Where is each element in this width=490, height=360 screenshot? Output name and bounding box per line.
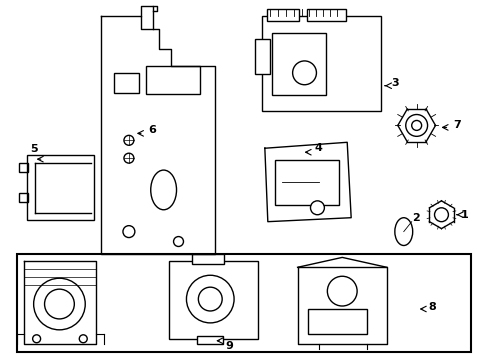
Circle shape: [34, 278, 85, 330]
Text: 2: 2: [412, 213, 419, 223]
Circle shape: [124, 135, 134, 145]
Bar: [19, 163, 28, 172]
Circle shape: [187, 275, 234, 323]
Bar: [255, 39, 270, 74]
Text: 3: 3: [391, 78, 398, 88]
Text: 5: 5: [31, 144, 38, 154]
Bar: [114, 73, 139, 93]
Circle shape: [311, 201, 324, 215]
Bar: [267, 9, 298, 21]
Circle shape: [173, 237, 183, 247]
Text: 8: 8: [429, 302, 436, 312]
Circle shape: [45, 289, 74, 319]
Bar: [26, 155, 94, 220]
Circle shape: [412, 121, 421, 130]
Bar: [169, 261, 258, 339]
Circle shape: [327, 276, 357, 306]
Text: 1: 1: [460, 210, 468, 220]
Bar: [308, 309, 367, 334]
Circle shape: [198, 287, 222, 311]
Bar: [262, 16, 381, 111]
Text: 9: 9: [225, 341, 233, 351]
Ellipse shape: [151, 170, 176, 210]
Text: 6: 6: [149, 125, 157, 135]
Bar: [17, 255, 471, 352]
Bar: [197, 336, 223, 344]
Text: 7: 7: [453, 121, 461, 130]
Bar: [272, 33, 326, 95]
Circle shape: [33, 335, 41, 343]
Bar: [19, 193, 28, 202]
Text: 4: 4: [315, 143, 322, 153]
Bar: [275, 160, 339, 205]
Bar: [146, 66, 200, 94]
Circle shape: [123, 226, 135, 238]
Circle shape: [293, 61, 317, 85]
Circle shape: [435, 208, 448, 222]
Bar: [193, 255, 224, 264]
Circle shape: [79, 335, 87, 343]
Ellipse shape: [395, 218, 413, 246]
Bar: [307, 9, 346, 21]
Circle shape: [406, 114, 428, 136]
Circle shape: [124, 153, 134, 163]
